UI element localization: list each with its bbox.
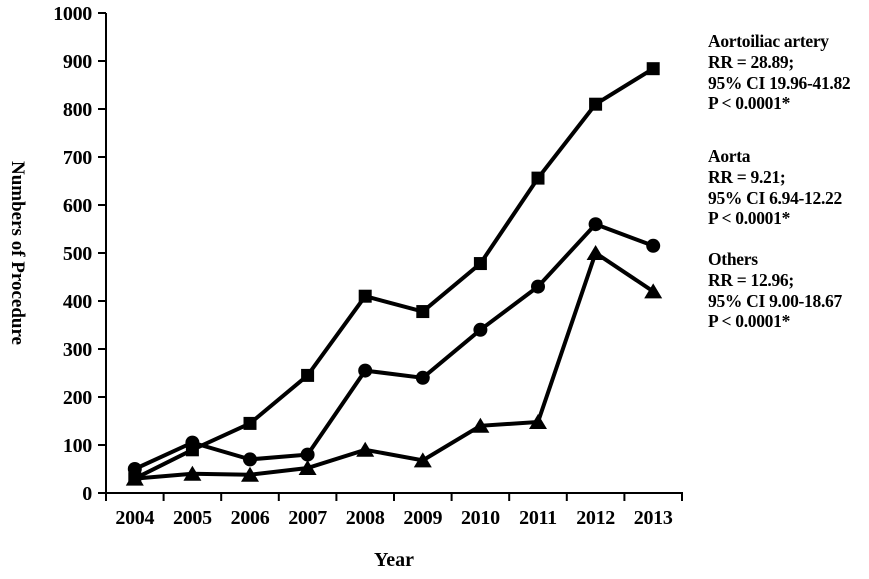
square-marker <box>243 416 257 430</box>
y-tick-label: 800 <box>63 99 92 121</box>
annotation-aortoiliac-artery: Aortoiliac artery RR = 28.89; 95% CI 19.… <box>708 31 869 114</box>
square-marker <box>473 257 487 271</box>
y-tick-label: 300 <box>63 339 92 361</box>
square-marker <box>531 171 545 185</box>
triangle-marker <box>644 283 663 299</box>
square-marker <box>646 62 660 76</box>
series-line-triangle <box>134 249 655 481</box>
series-label: Aortoiliac artery <box>708 31 829 51</box>
circle-marker <box>300 447 315 462</box>
p-value: P < 0.0001* <box>708 208 791 229</box>
x-tick-label: 2013 <box>634 507 673 529</box>
x-tick-label: 2009 <box>403 507 442 529</box>
x-tick-label: 2012 <box>576 507 615 529</box>
rr-value: RR = 28.89; <box>708 51 794 72</box>
circle-marker <box>473 322 488 337</box>
circle-marker <box>358 363 373 378</box>
x-tick-label: 2008 <box>346 507 385 529</box>
triangle-marker <box>125 470 144 486</box>
series-line-square <box>133 66 655 481</box>
x-tick-label: 2005 <box>173 507 212 529</box>
x-tick-label: 2010 <box>461 507 500 529</box>
y-tick-label: 100 <box>63 435 92 457</box>
circle-marker <box>127 462 142 476</box>
y-tick-label: 0 <box>82 483 92 505</box>
triangle-marker <box>471 417 490 433</box>
ci-value: 95% CI 19.96-41.82 <box>708 72 851 93</box>
x-tick-label: 2011 <box>519 507 557 529</box>
x-axis-title: Year <box>374 549 414 571</box>
x-tick-label: 2006 <box>231 507 270 529</box>
circle-marker <box>646 238 661 253</box>
triangle-marker <box>356 441 375 457</box>
y-tick-label: 400 <box>63 291 92 313</box>
triangle-marker <box>529 413 547 429</box>
circle-marker <box>588 217 603 232</box>
x-tick-label: 2004 <box>115 507 154 529</box>
square-marker <box>358 289 372 303</box>
annotation-others: Others RR = 12.96; 95% CI 9.00-18.67 P <… <box>708 249 869 332</box>
y-tick-label: 200 <box>63 387 92 409</box>
p-value: P < 0.0001* <box>708 93 791 114</box>
y-axis-title: Numbers of Procedure <box>7 161 28 345</box>
square-marker <box>416 305 430 319</box>
series-label: Others <box>708 249 758 269</box>
y-tick-label: 600 <box>63 195 92 217</box>
triangle-marker <box>241 466 259 482</box>
p-value: P < 0.0001* <box>708 311 791 332</box>
y-tick-label: 900 <box>63 51 92 73</box>
y-tick-label: 700 <box>63 147 92 169</box>
triangle-marker <box>586 245 605 260</box>
triangle-marker <box>413 452 432 468</box>
y-tick-label: 1000 <box>53 3 92 25</box>
ci-value: 95% CI 6.94-12.22 <box>708 187 842 208</box>
circle-marker <box>415 370 430 385</box>
annotation-aorta: Aorta RR = 9.21; 95% CI 6.94-12.22 P < 0… <box>708 146 869 229</box>
triangle-marker <box>183 465 202 481</box>
series-label: Aorta <box>708 146 751 166</box>
square-marker <box>301 368 315 382</box>
y-tick-label: 500 <box>63 243 92 265</box>
circle-marker <box>243 452 257 467</box>
series-line-circle <box>133 221 654 471</box>
triangle-marker <box>298 460 317 476</box>
rr-value: RR = 9.21; <box>708 166 786 187</box>
rr-value: RR = 12.96; <box>708 269 794 290</box>
x-tick-label: 2007 <box>288 507 327 529</box>
square-marker <box>589 97 603 111</box>
circle-marker <box>185 435 200 450</box>
ci-value: 95% CI 9.00-18.67 <box>708 290 842 311</box>
circle-marker <box>531 279 545 294</box>
